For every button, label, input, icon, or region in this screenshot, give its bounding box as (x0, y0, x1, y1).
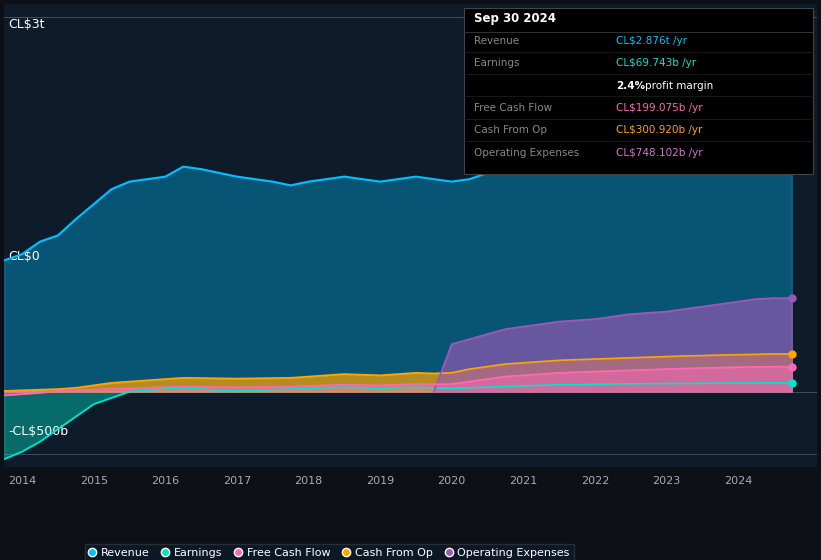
Legend: Revenue, Earnings, Free Cash Flow, Cash From Op, Operating Expenses: Revenue, Earnings, Free Cash Flow, Cash … (85, 544, 574, 560)
Text: profit margin: profit margin (645, 81, 713, 91)
Text: Revenue: Revenue (474, 36, 519, 46)
Text: CL$3t: CL$3t (8, 18, 45, 31)
Text: CL$69.743b /yr: CL$69.743b /yr (616, 58, 696, 68)
Text: 2.4%: 2.4% (616, 81, 644, 91)
Text: CL$2.876t /yr: CL$2.876t /yr (616, 36, 686, 46)
Text: Earnings: Earnings (474, 58, 519, 68)
Text: CL$199.075b /yr: CL$199.075b /yr (616, 103, 703, 113)
Text: Sep 30 2024: Sep 30 2024 (474, 12, 556, 25)
Text: -CL$500b: -CL$500b (8, 426, 68, 438)
Text: Free Cash Flow: Free Cash Flow (474, 103, 552, 113)
Text: Cash From Op: Cash From Op (474, 125, 547, 136)
Text: CL$0: CL$0 (8, 250, 40, 263)
Text: CL$300.920b /yr: CL$300.920b /yr (616, 125, 702, 136)
Text: Operating Expenses: Operating Expenses (474, 148, 579, 158)
Text: CL$748.102b /yr: CL$748.102b /yr (616, 148, 703, 158)
